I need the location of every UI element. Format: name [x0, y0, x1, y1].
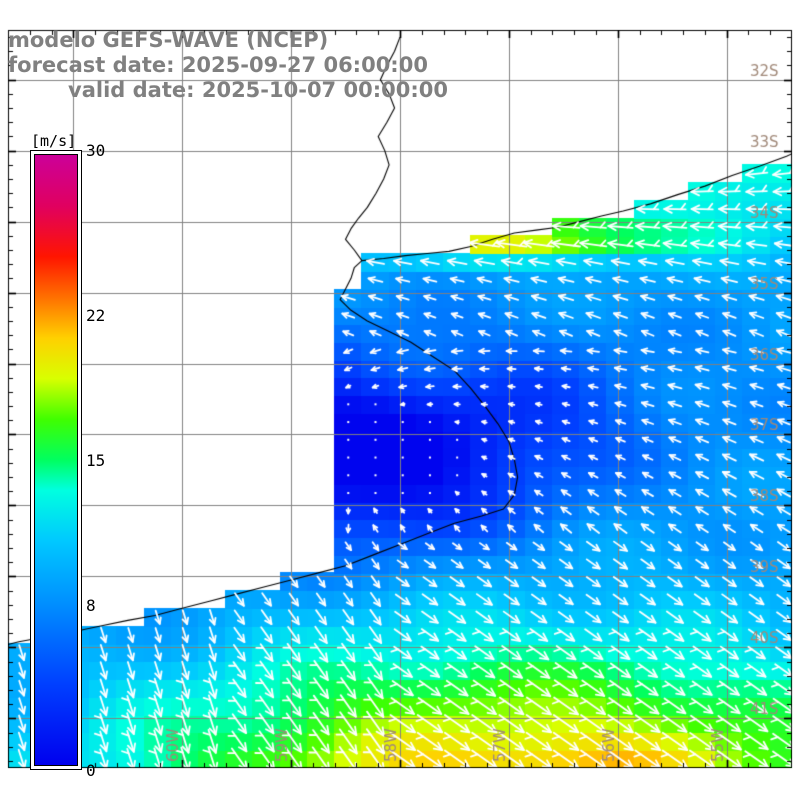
colorbar[interactable]: [30, 150, 82, 770]
colorbar-tick-15: 15: [86, 451, 106, 470]
colorbar-tick-0: 0: [86, 761, 96, 780]
colorbar-units-label: [m/s]: [31, 132, 77, 150]
colorbar-gradient: [34, 154, 78, 766]
colorbar-tick-8: 8: [86, 595, 96, 615]
colorbar-tick-30: 30: [86, 141, 106, 160]
colorbar-tick-22: 22: [86, 306, 106, 326]
